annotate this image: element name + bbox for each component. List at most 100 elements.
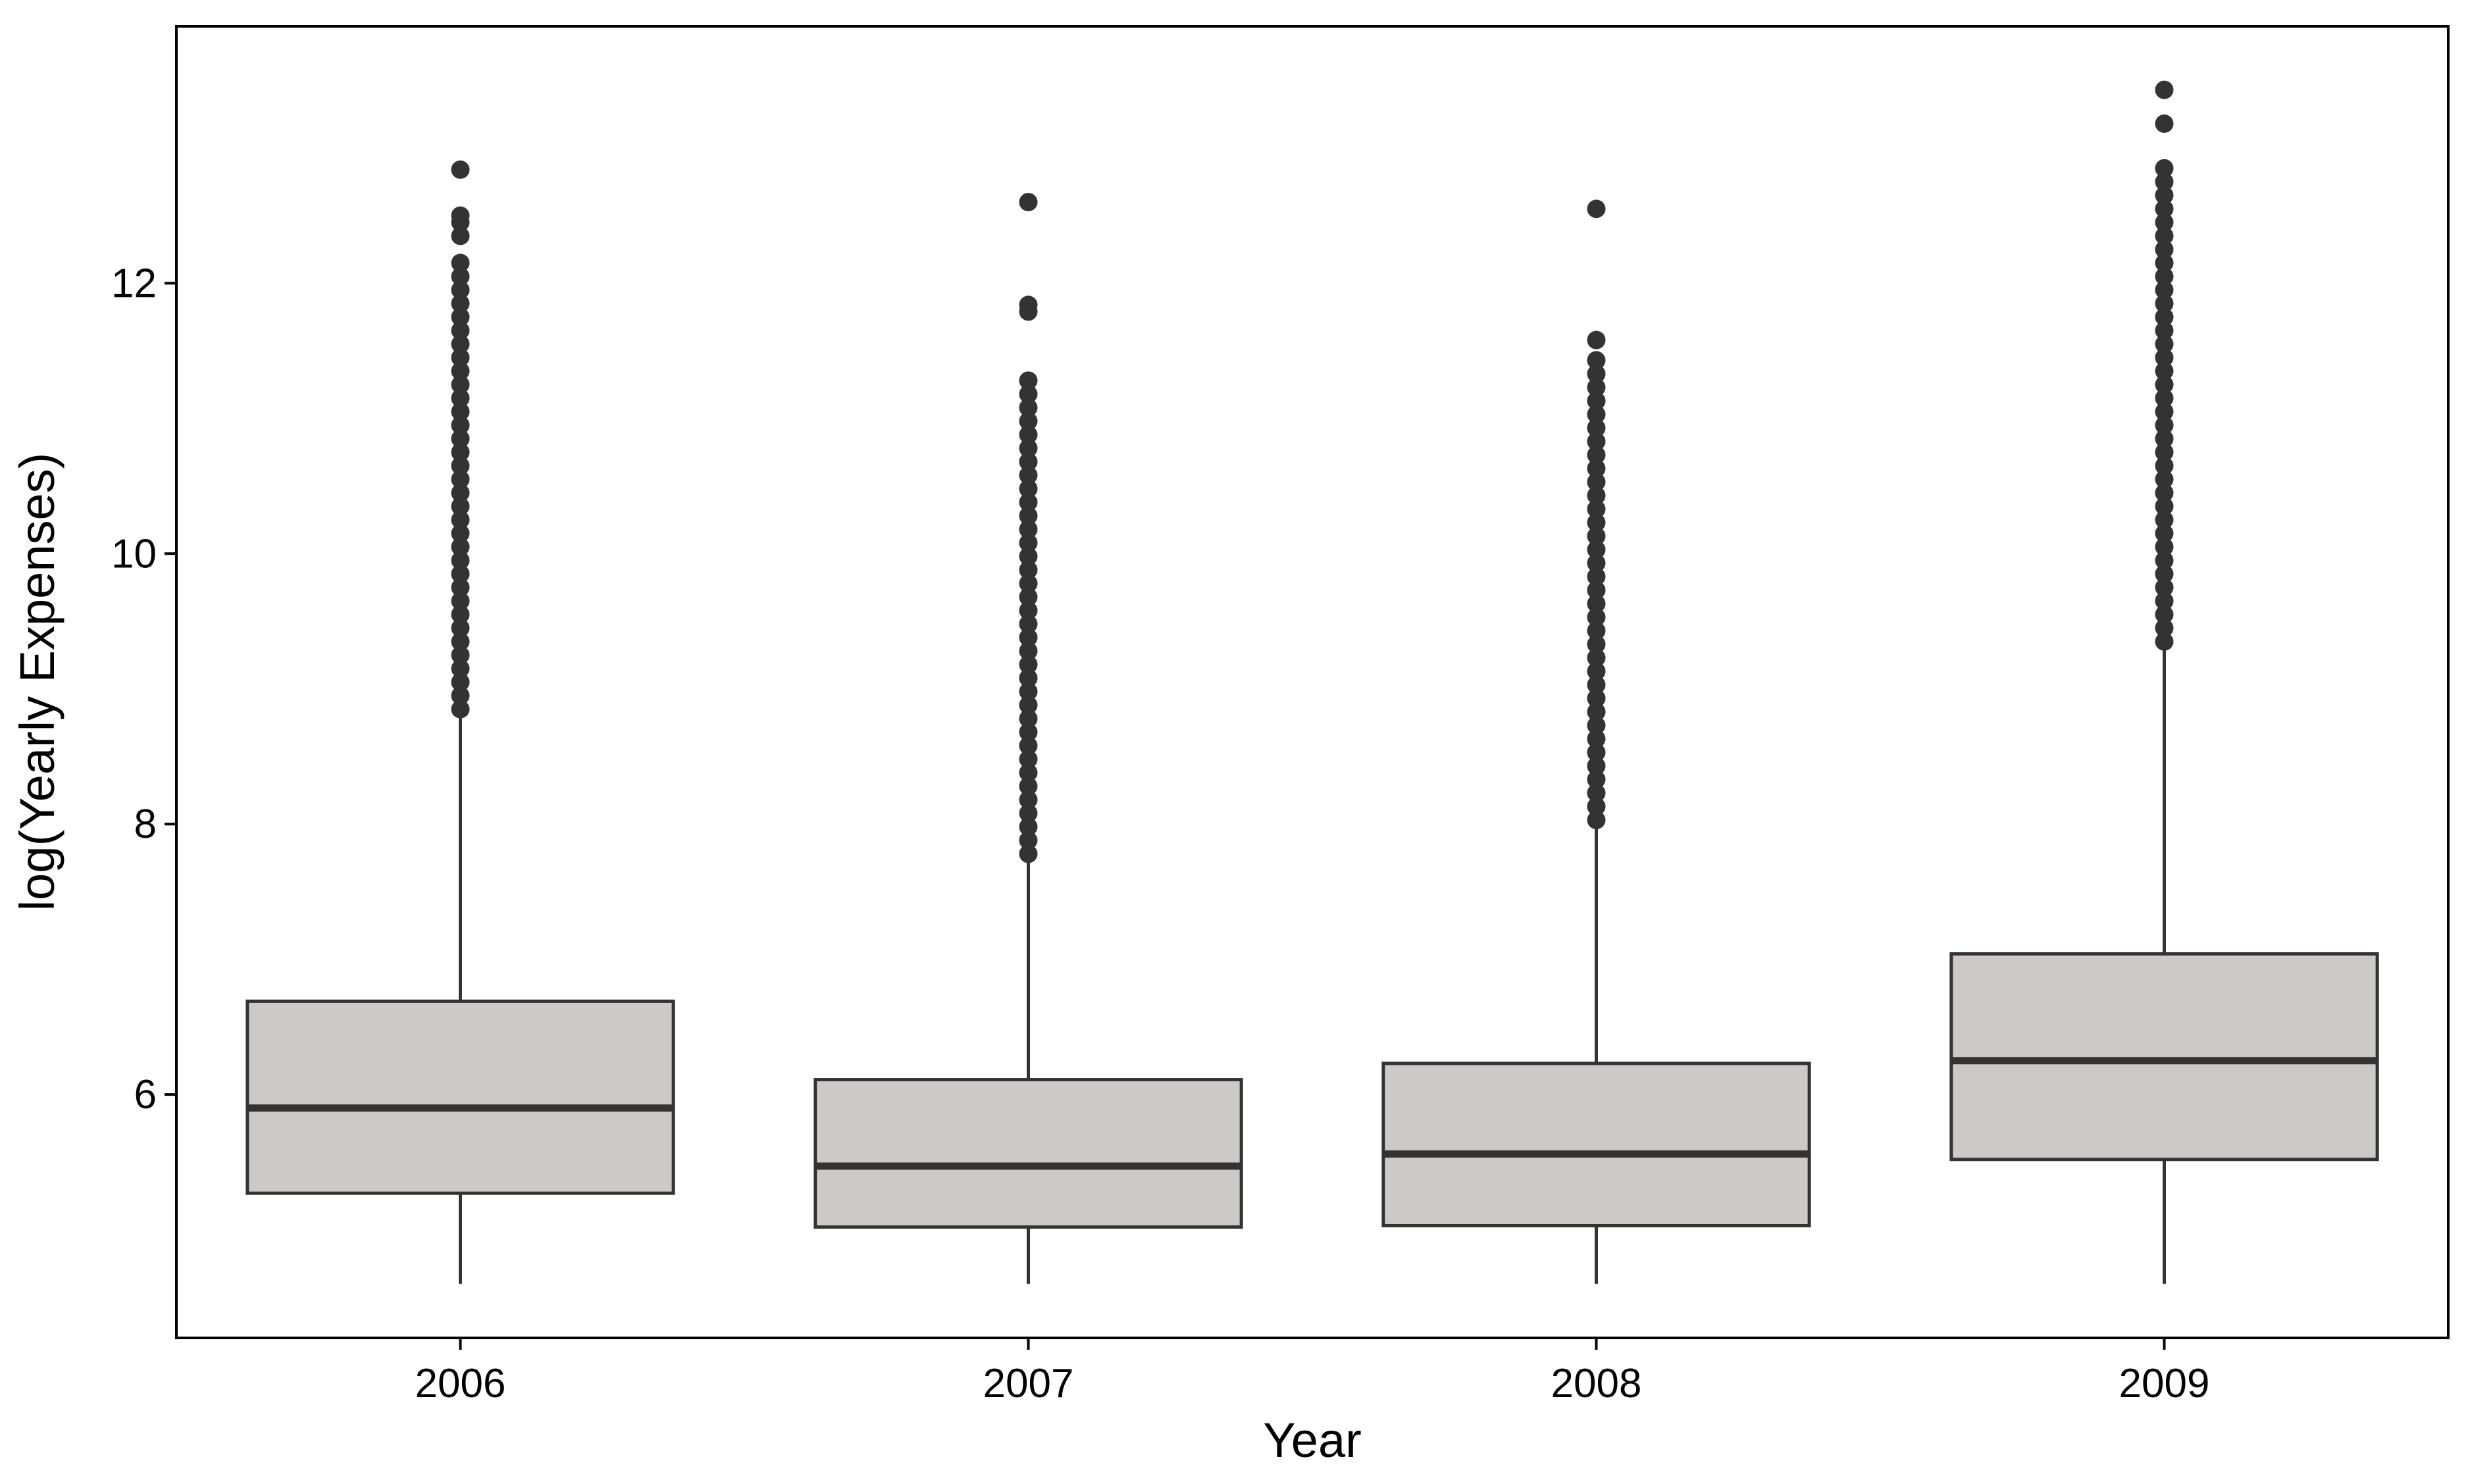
outlier-point xyxy=(451,416,470,435)
outlier-point xyxy=(451,524,470,543)
outlier-point xyxy=(2155,361,2174,380)
outlier-point xyxy=(1019,655,1038,674)
outlier-point xyxy=(1587,446,1606,465)
outlier-point xyxy=(1587,797,1606,816)
outlier-point xyxy=(1019,628,1038,647)
outlier-point xyxy=(2155,294,2174,313)
outlier-point xyxy=(451,389,470,408)
outlier-point xyxy=(1587,330,1606,349)
outlier-point xyxy=(1019,601,1038,620)
outlier-point xyxy=(2155,632,2174,651)
outlier-point xyxy=(2155,605,2174,624)
outlier-point xyxy=(1587,392,1606,411)
outlier-point xyxy=(1587,607,1606,627)
outlier-point xyxy=(1587,513,1606,532)
outlier-point xyxy=(1019,763,1038,782)
outlier-point xyxy=(1587,811,1606,830)
box-iqr xyxy=(1949,952,2379,1162)
outlier-point xyxy=(1019,574,1038,593)
outlier-point xyxy=(1019,398,1038,417)
outlier-point xyxy=(1019,804,1038,823)
outlier-point xyxy=(2155,114,2174,133)
outlier-point xyxy=(451,470,470,489)
y-axis: 6 8 10 12 xyxy=(111,261,176,1117)
outlier-point xyxy=(1587,351,1606,370)
box-group-2006 xyxy=(245,160,675,1284)
outlier-point xyxy=(1587,702,1606,721)
outlier-point xyxy=(2155,307,2174,326)
outlier-point xyxy=(1019,371,1038,390)
outlier-point xyxy=(2155,80,2174,99)
outlier-point xyxy=(1019,452,1038,471)
outlier-point xyxy=(2155,578,2174,597)
outlier-point xyxy=(1587,770,1606,789)
outlier-point xyxy=(1587,648,1606,667)
outlier-point xyxy=(2155,402,2174,421)
outlier-point xyxy=(2155,253,2174,272)
x-tick-label: 2007 xyxy=(983,1361,1074,1406)
outlier-point xyxy=(451,700,470,719)
outlier-point xyxy=(2155,348,2174,367)
outlier-point xyxy=(451,632,470,651)
outlier-point xyxy=(1587,716,1606,735)
outlier-point xyxy=(1019,466,1038,485)
outlier-point xyxy=(1019,384,1038,403)
outlier-point xyxy=(451,160,470,179)
outlier-point xyxy=(2155,334,2174,353)
outlier-point xyxy=(451,659,470,678)
outlier-point xyxy=(1019,682,1038,701)
outlier-point xyxy=(2155,483,2174,502)
outlier-point xyxy=(1587,378,1606,397)
outlier-point xyxy=(451,565,470,584)
outlier-point xyxy=(451,334,470,353)
outlier-point xyxy=(2155,389,2174,408)
outlier-point xyxy=(1587,499,1606,519)
outlier-point xyxy=(451,483,470,502)
outlier-point xyxy=(451,429,470,448)
outlier-point xyxy=(451,375,470,394)
outlier-point xyxy=(451,538,470,557)
outlier-point xyxy=(1587,405,1606,424)
outlier-point xyxy=(451,619,470,638)
outlier-point xyxy=(2155,443,2174,462)
outlier-point xyxy=(1587,756,1606,775)
outlier-point xyxy=(1587,432,1606,451)
outlier-point xyxy=(1019,547,1038,566)
outlier-point xyxy=(2155,416,2174,435)
outlier-point xyxy=(451,226,470,245)
outlier-point xyxy=(1019,750,1038,769)
outlier-point xyxy=(1587,199,1606,218)
outlier-point xyxy=(2155,565,2174,584)
outlier-point xyxy=(1587,634,1606,653)
outlier-point xyxy=(1587,526,1606,546)
outlier-point xyxy=(1019,723,1038,742)
outlier-point xyxy=(2155,172,2174,192)
outlier-point xyxy=(2155,429,2174,448)
outlier-point xyxy=(1019,615,1038,634)
outlier-point xyxy=(451,686,470,705)
outlier-point xyxy=(451,294,470,313)
outlier-point xyxy=(451,206,470,225)
outlier-point xyxy=(2155,592,2174,611)
outlier-point xyxy=(1019,520,1038,539)
outlier-point xyxy=(1019,295,1038,315)
outlier-point xyxy=(1587,594,1606,613)
box-group-2007 xyxy=(813,193,1243,1284)
outlier-point xyxy=(451,510,470,529)
outlier-point xyxy=(1587,553,1606,573)
outlier-point xyxy=(451,321,470,340)
box-iqr xyxy=(245,999,675,1195)
outlier-point xyxy=(1019,736,1038,755)
outlier-point xyxy=(451,361,470,380)
y-tick-label: 6 xyxy=(134,1072,157,1117)
x-axis-title: Year xyxy=(1263,1413,1362,1468)
outlier-point xyxy=(451,267,470,286)
outlier-point xyxy=(451,578,470,597)
outlier-point xyxy=(2155,280,2174,299)
y-tick-label: 12 xyxy=(111,261,157,306)
outlier-point xyxy=(451,402,470,421)
outlier-point xyxy=(1587,567,1606,586)
outlier-point xyxy=(1587,486,1606,505)
outlier-point xyxy=(1019,439,1038,458)
